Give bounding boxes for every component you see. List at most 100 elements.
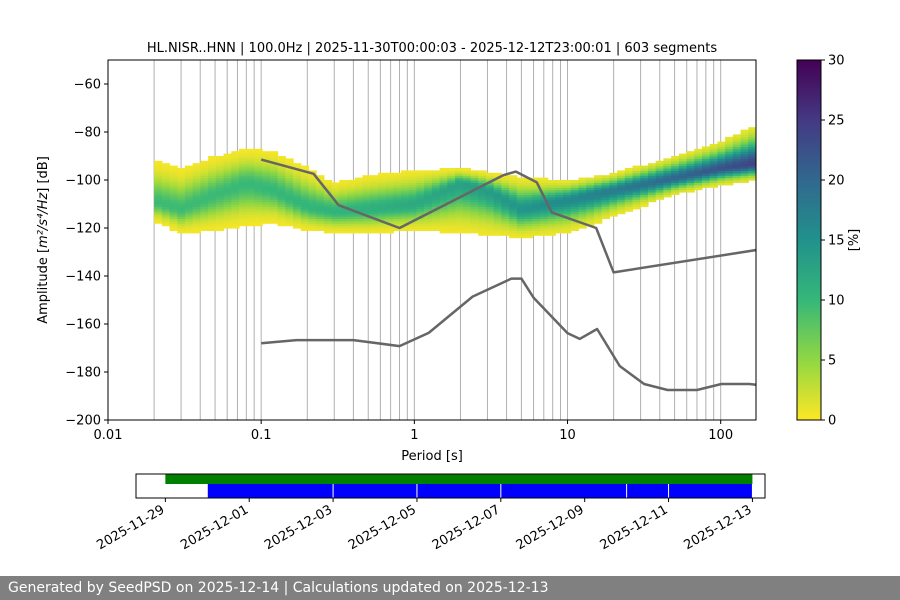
psd-heat-cell xyxy=(501,213,510,217)
psd-heat-cell xyxy=(347,192,356,195)
psd-heat-cell xyxy=(493,225,502,229)
psd-heat-cell xyxy=(184,220,194,224)
psd-heat-cell xyxy=(300,196,310,200)
colorbar-tick-label: 15 xyxy=(828,234,845,249)
psd-heat-cell xyxy=(308,208,317,212)
psd-heat-cell xyxy=(748,132,756,135)
psd-heat-cell xyxy=(563,189,572,193)
psd-heat-cell xyxy=(277,211,286,215)
psd-heat-cell xyxy=(316,204,325,207)
psd-heat-cell xyxy=(647,187,657,191)
psd-heat-cell xyxy=(555,194,564,198)
psd-heat-cell xyxy=(385,182,394,186)
psd-heat-cell xyxy=(732,141,742,145)
psd-heat-cell xyxy=(485,232,495,236)
psd-heat-cell xyxy=(231,216,240,219)
psd-heat-cell xyxy=(408,201,418,205)
psd-heat-cell xyxy=(470,211,479,215)
psd-heat-cell xyxy=(539,220,549,224)
psd-heat-cell xyxy=(370,177,379,181)
psd-heat-cell xyxy=(200,223,209,227)
psd-heat-cell xyxy=(717,165,726,169)
psd-heat-cell xyxy=(539,177,549,181)
psd-heat-cell xyxy=(347,211,356,215)
psd-heat-cell xyxy=(316,184,325,188)
psd-heat-cell xyxy=(632,201,641,205)
psd-heat-cell xyxy=(701,172,711,176)
psd-heat-cell xyxy=(285,158,294,162)
psd-heat-cell xyxy=(215,192,225,195)
psd-heat-cell xyxy=(184,204,194,207)
psd-heat-cell xyxy=(285,199,294,203)
psd-heat-cell xyxy=(447,170,456,174)
psd-heat-cell xyxy=(354,194,364,198)
psd-heat-cell xyxy=(501,196,510,200)
psd-heat-cell xyxy=(231,206,240,210)
psd-heat-cell xyxy=(370,213,379,217)
psd-heat-cell xyxy=(431,218,441,222)
psd-heat-cell xyxy=(439,196,448,200)
psd-heat-cell xyxy=(586,206,595,210)
psd-heat-cell xyxy=(570,216,580,219)
psd-heat-cell xyxy=(161,189,171,193)
psd-heat-cell xyxy=(478,220,487,224)
psd-heat-cell xyxy=(331,216,340,219)
psd-heat-cell xyxy=(269,170,279,174)
psd-heat-cell xyxy=(269,194,279,198)
psd-heat-cell xyxy=(717,141,726,145)
psd-heat-cell xyxy=(470,194,479,198)
psd-heat-cell xyxy=(439,175,448,179)
psd-heat-cell xyxy=(277,194,286,198)
psd-heat-cell xyxy=(586,189,595,193)
psd-heat-cell xyxy=(200,168,209,171)
psd-heat-cell xyxy=(431,228,441,231)
psd-heat-cell xyxy=(725,136,734,140)
psd-heat-cell xyxy=(262,165,271,169)
psd-heat-cell xyxy=(223,158,232,162)
psd-heat-cell xyxy=(701,182,711,186)
psd-heat-cell xyxy=(516,235,526,239)
psd-heat-cell xyxy=(655,194,665,198)
psd-heat-cell xyxy=(169,194,178,198)
colorbar xyxy=(796,59,822,421)
psd-heat-cell xyxy=(493,172,502,176)
psd-heat-cell xyxy=(447,218,456,222)
psd-heat-cell xyxy=(300,223,310,227)
psd-heat-cell xyxy=(223,160,232,164)
psd-heat-cell xyxy=(694,175,703,179)
psd-heat-cell xyxy=(640,194,649,198)
psd-heat-cell xyxy=(455,216,464,219)
psd-heat-cell xyxy=(246,206,256,210)
psd-heat-cell xyxy=(632,199,641,203)
psd-heat-cell xyxy=(709,170,719,174)
psd-heat-cell xyxy=(254,153,263,157)
psd-heat-cell xyxy=(532,192,541,195)
psd-heat-cell xyxy=(215,184,225,188)
psd-heat-cell xyxy=(285,187,294,191)
psd-heat-cell xyxy=(215,194,225,198)
psd-heat-cell xyxy=(709,144,719,147)
psd-heat-cell xyxy=(323,196,333,200)
psd-heat-cell xyxy=(416,184,425,188)
psd-heat-cell xyxy=(748,172,756,176)
psd-heat-cell xyxy=(485,206,495,210)
psd-heat-cell xyxy=(570,228,580,231)
psd-heat-cell xyxy=(462,194,472,198)
psd-heat-cell xyxy=(316,218,325,222)
psd-heat-cell xyxy=(524,230,533,234)
psd-heat-cell xyxy=(686,189,695,193)
psd-heat-cell xyxy=(617,211,626,215)
x-tick-label: 10 xyxy=(559,428,576,443)
psd-heat-cell xyxy=(478,175,487,179)
psd-heat-cell xyxy=(478,182,487,186)
psd-heat-cell xyxy=(632,168,641,171)
psd-heat-cell xyxy=(408,225,418,229)
psd-heat-cell xyxy=(169,228,178,231)
psd-heat-cell xyxy=(485,218,495,222)
psd-heat-cell xyxy=(717,182,726,186)
psd-heat-cell xyxy=(416,196,425,200)
psd-heat-cell xyxy=(192,223,202,227)
psd-heat-cell xyxy=(177,206,186,210)
psd-heat-cell xyxy=(447,177,456,181)
psd-heat-cell xyxy=(393,192,402,195)
